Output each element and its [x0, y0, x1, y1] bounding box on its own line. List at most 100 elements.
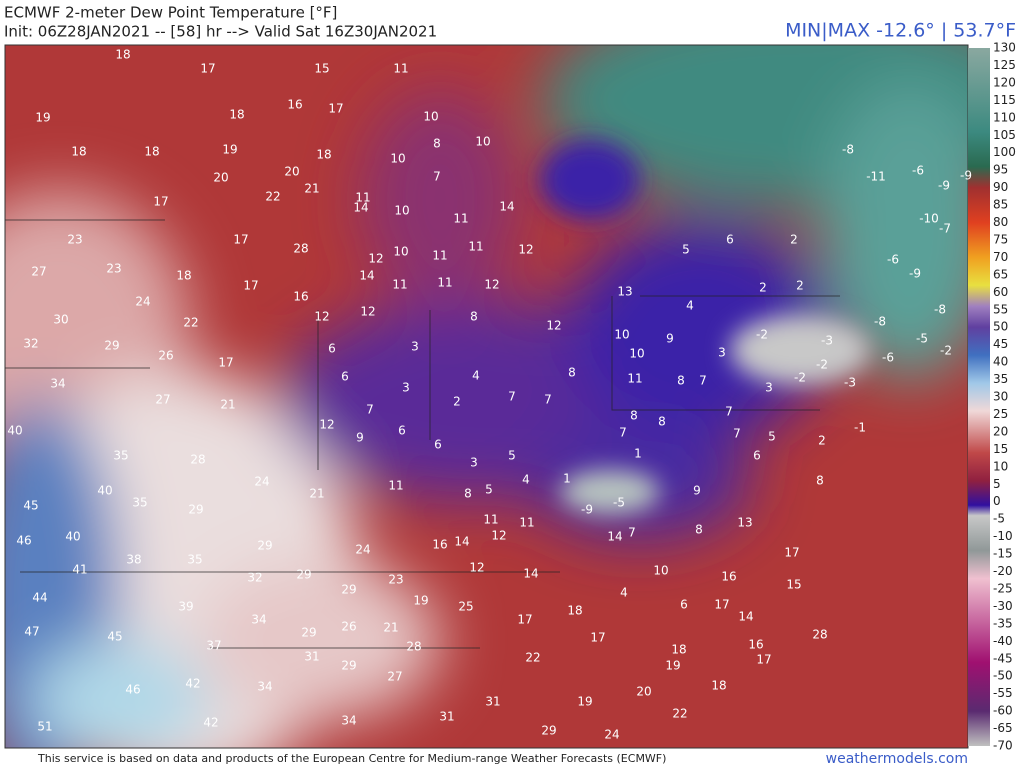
station-value: 11 — [627, 372, 642, 386]
station-value: 18 — [671, 643, 686, 657]
station-value: 3 — [411, 340, 419, 354]
station-value: 9 — [666, 332, 674, 346]
colorbar-tick-label: -65 — [993, 721, 1013, 735]
station-value: 13 — [737, 516, 752, 530]
station-value: 16 — [287, 98, 302, 112]
colorbar-tick-label: 45 — [993, 337, 1008, 351]
station-value: 21 — [220, 398, 235, 412]
station-value: 17 — [328, 102, 343, 116]
init-line: Init: 06Z28JAN2021 -- [58] hr --> Valid … — [4, 23, 437, 41]
station-value: 14 — [738, 610, 753, 624]
colorbar-tick-label: 40 — [993, 355, 1008, 369]
station-value: -2 — [794, 371, 806, 385]
colorbar-tick-label: 90 — [993, 180, 1008, 194]
station-value: 14 — [359, 269, 374, 283]
colorbar-tick-label: 105 — [993, 128, 1016, 142]
station-value: 10 — [423, 110, 438, 124]
station-value: 22 — [525, 651, 540, 665]
station-value: 20 — [636, 685, 651, 699]
station-value: 8 — [695, 523, 703, 537]
colorbar-tick-label: 110 — [993, 110, 1016, 124]
station-value: -9 — [909, 267, 921, 281]
station-value: 7 — [619, 426, 627, 440]
colorbar-tick-label: 35 — [993, 372, 1008, 386]
station-value: 19 — [222, 143, 237, 157]
station-value: 8 — [630, 409, 638, 423]
station-value: 14 — [454, 535, 469, 549]
station-value: 17 — [233, 233, 248, 247]
station-value: 18 — [144, 145, 159, 159]
station-value: -8 — [874, 315, 886, 329]
station-value: 6 — [328, 342, 336, 356]
station-value: 31 — [304, 650, 319, 664]
station-value: 18 — [71, 145, 86, 159]
station-value: 26 — [341, 620, 356, 634]
station-value: 22 — [183, 316, 198, 330]
station-value: 10 — [614, 328, 629, 342]
station-value: 8 — [658, 415, 666, 429]
colorbar-tick-label: 20 — [993, 424, 1008, 438]
station-value: 12 — [469, 561, 484, 575]
station-value: 7 — [366, 403, 374, 417]
station-value: 5 — [508, 449, 516, 463]
station-value: 32 — [23, 337, 38, 351]
station-value: 14 — [499, 200, 514, 214]
station-value: 8 — [816, 474, 824, 488]
station-value: 18 — [176, 269, 191, 283]
colorbar-tick-label: 25 — [993, 407, 1008, 421]
station-value: 17 — [218, 356, 233, 370]
station-value: 2 — [790, 233, 798, 247]
station-value: 12 — [546, 319, 561, 333]
station-value: 4 — [522, 473, 530, 487]
station-value: 19 — [413, 594, 428, 608]
station-value: 42 — [185, 677, 200, 691]
station-value: 47 — [24, 625, 39, 639]
station-value: 12 — [368, 252, 383, 266]
station-value: -10 — [919, 212, 939, 226]
colorbar-tick-label: 100 — [993, 145, 1016, 159]
station-value: 11 — [355, 191, 370, 205]
station-value: 2 — [796, 279, 804, 293]
station-value: 19 — [577, 695, 592, 709]
station-value: 7 — [733, 427, 741, 441]
station-value: 4 — [686, 299, 694, 313]
credit: This service is based on data and produc… — [37, 752, 666, 765]
station-value: 28 — [406, 640, 421, 654]
station-value: 1 — [563, 472, 571, 486]
colorbar-tick-label: -45 — [993, 651, 1013, 665]
station-value: 8 — [433, 137, 441, 151]
colorbar-tick-label: 75 — [993, 232, 1008, 246]
station-value: 8 — [464, 487, 472, 501]
station-value: -3 — [821, 334, 833, 348]
station-value: 42 — [203, 716, 218, 730]
station-value: -5 — [916, 332, 928, 346]
station-value: 17 — [756, 653, 771, 667]
station-value: 44 — [32, 591, 47, 605]
station-value: 11 — [392, 278, 407, 292]
station-value: 35 — [132, 496, 147, 510]
station-value: 19 — [35, 111, 50, 125]
station-value: 38 — [126, 553, 141, 567]
station-value: 35 — [187, 553, 202, 567]
station-value: 18 — [567, 604, 582, 618]
station-value: 46 — [125, 683, 140, 697]
station-value: -2 — [940, 344, 952, 358]
station-value: 16 — [748, 638, 763, 652]
station-value: 10 — [629, 347, 644, 361]
colorbar-tick-label: 130 — [993, 41, 1016, 55]
station-value: 19 — [665, 659, 680, 673]
station-value: 11 — [437, 276, 452, 290]
station-value: -11 — [866, 170, 886, 184]
station-value: 3 — [402, 381, 410, 395]
station-value: 45 — [107, 630, 122, 644]
station-value: 10 — [394, 204, 409, 218]
station-value: -9 — [960, 169, 972, 183]
station-value: -8 — [842, 143, 854, 157]
station-value: 18 — [115, 48, 130, 62]
colorbar-tick-label: -35 — [993, 616, 1013, 630]
station-value: 39 — [178, 600, 193, 614]
station-value: 18 — [316, 148, 331, 162]
colorbar-tick-label: -20 — [993, 564, 1013, 578]
station-value: 12 — [484, 278, 499, 292]
